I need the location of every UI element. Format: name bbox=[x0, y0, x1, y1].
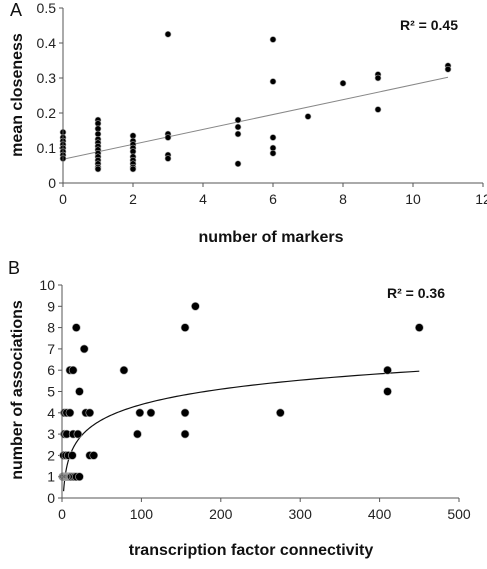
data-point bbox=[133, 429, 142, 439]
data-point bbox=[276, 408, 285, 418]
data-point bbox=[75, 387, 84, 396]
y-tick-label: 2 bbox=[47, 447, 55, 463]
y-tick-label: 5 bbox=[47, 384, 55, 400]
data-point bbox=[129, 165, 137, 173]
y-ticks-b: 0 1 2 3 4 5 6 7 8 9 10 bbox=[39, 277, 62, 506]
x-tick-label: 8 bbox=[339, 191, 347, 207]
data-point bbox=[146, 408, 156, 418]
data-point bbox=[383, 387, 392, 396]
data-point bbox=[414, 323, 424, 332]
y-tick-label: 7 bbox=[47, 341, 55, 357]
data-point bbox=[191, 301, 200, 311]
data-point bbox=[234, 130, 242, 138]
y-tick-label: 8 bbox=[47, 320, 55, 336]
x-tick-label: 0 bbox=[58, 506, 66, 522]
panel-b-letter: B bbox=[8, 258, 20, 278]
x-tick-label: 6 bbox=[269, 191, 277, 207]
x-axis-label-a: number of markers bbox=[199, 229, 344, 246]
data-point bbox=[234, 123, 242, 131]
r2-annotation-b: R² = 0.36 bbox=[387, 285, 445, 301]
data-point bbox=[383, 365, 392, 375]
data-point bbox=[269, 36, 277, 43]
data-point bbox=[269, 149, 277, 157]
fit-curve-b bbox=[62, 370, 420, 492]
data-point bbox=[374, 106, 382, 113]
y-tick-label: 0 bbox=[48, 175, 56, 191]
data-point bbox=[269, 78, 277, 85]
x-tick-label: 400 bbox=[368, 506, 392, 522]
y-tick-label: 4 bbox=[47, 405, 55, 421]
data-point bbox=[94, 165, 102, 173]
x-tick-label: 200 bbox=[209, 506, 233, 522]
data-point bbox=[73, 429, 83, 439]
data-point bbox=[180, 429, 190, 439]
data-point bbox=[164, 134, 172, 141]
data-point bbox=[180, 408, 190, 418]
data-point bbox=[164, 30, 172, 38]
y-tick-label: 1 bbox=[47, 469, 55, 485]
data-point bbox=[75, 472, 84, 482]
data-point bbox=[269, 134, 277, 141]
x-tick-label: 300 bbox=[289, 506, 313, 522]
x-tick-label: 10 bbox=[405, 191, 421, 207]
fit-line-a bbox=[62, 76, 449, 160]
y-tick-label: 0.5 bbox=[37, 0, 57, 16]
data-point bbox=[71, 323, 81, 332]
y-tick-label: 0 bbox=[47, 490, 55, 506]
y-tick-label: 9 bbox=[47, 298, 55, 314]
panel-a-letter: A bbox=[10, 0, 22, 20]
data-point bbox=[374, 74, 382, 82]
chart-a: A R² = 0.45 0 0.1 0.2 0.3 0.4 0.5 0 2 4 6 8 10 12 m… bbox=[9, 0, 487, 246]
data-point bbox=[135, 408, 145, 418]
y-tick-label: 10 bbox=[39, 277, 55, 293]
data-point bbox=[119, 365, 129, 375]
data-point bbox=[85, 408, 95, 418]
data-point bbox=[234, 116, 242, 124]
x-ticks-a: 0 2 4 6 8 10 12 bbox=[59, 183, 487, 207]
y-axis-label-b: number of associations bbox=[9, 300, 26, 480]
data-point bbox=[234, 160, 242, 168]
y-tick-label: 0.2 bbox=[37, 105, 57, 121]
y-axis-label-a: mean closeness bbox=[9, 33, 26, 157]
data-point bbox=[304, 113, 312, 120]
y-tick-label: 6 bbox=[47, 362, 55, 378]
x-tick-label: 4 bbox=[199, 191, 207, 207]
data-point bbox=[89, 451, 99, 460]
x-tick-label: 2 bbox=[129, 191, 137, 207]
data-point bbox=[79, 344, 89, 354]
points-a bbox=[59, 30, 452, 173]
x-tick-label: 100 bbox=[130, 506, 154, 522]
points-b bbox=[58, 301, 424, 482]
data-point bbox=[339, 79, 347, 87]
x-ticks-b: 0 100 200 300 400 500 bbox=[58, 498, 471, 522]
data-point bbox=[65, 408, 75, 418]
data-point bbox=[68, 365, 78, 375]
data-point bbox=[444, 65, 452, 73]
data-point bbox=[68, 451, 77, 460]
chart-b: B R² = 0.36 0 1 2 3 4 5 6 7 8 9 10 0 100 200 300 400 50… bbox=[8, 258, 471, 559]
y-tick-label: 0.4 bbox=[37, 35, 57, 51]
y-tick-label: 3 bbox=[47, 426, 55, 442]
y-tick-label: 0.3 bbox=[37, 70, 57, 86]
y-ticks-a: 0 0.1 0.2 0.3 0.4 0.5 bbox=[37, 0, 63, 191]
x-tick-label: 0 bbox=[59, 191, 67, 207]
r2-annotation-a: R² = 0.45 bbox=[400, 17, 458, 33]
data-point bbox=[164, 155, 172, 162]
x-tick-label: 12 bbox=[475, 191, 487, 207]
y-tick-label: 0.1 bbox=[37, 140, 57, 156]
x-axis-label-b: transcription factor connectivity bbox=[129, 542, 374, 559]
data-point bbox=[180, 323, 190, 332]
x-tick-label: 500 bbox=[447, 506, 471, 522]
